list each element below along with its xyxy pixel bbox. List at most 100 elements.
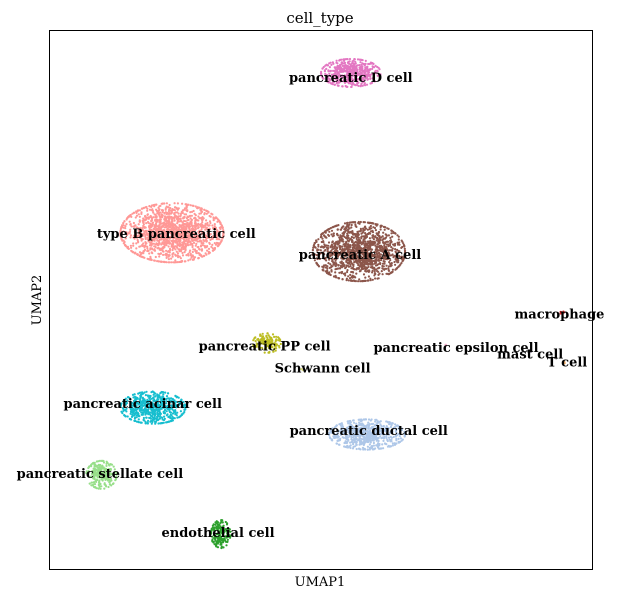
data-point [350, 238, 353, 241]
data-point [349, 265, 352, 268]
data-point [192, 248, 195, 251]
data-point [173, 246, 176, 249]
data-point [134, 419, 137, 422]
data-point [152, 237, 155, 240]
chart-title: cell_type [286, 9, 353, 27]
data-point [196, 240, 199, 243]
data-point [357, 72, 360, 76]
data-point [337, 81, 340, 84]
data-point [148, 236, 151, 239]
data-point [343, 79, 346, 82]
data-point [365, 76, 368, 79]
data-point [331, 240, 334, 243]
data-point [327, 234, 331, 237]
data-point [210, 245, 213, 248]
data-point [203, 235, 206, 238]
data-point [354, 60, 357, 63]
data-point [152, 393, 155, 396]
data-point [154, 245, 157, 249]
data-point [400, 239, 403, 242]
data-point [151, 221, 155, 224]
data-point [150, 422, 153, 425]
data-point [364, 269, 367, 273]
data-point [146, 257, 149, 260]
data-point [146, 245, 149, 248]
data-point [124, 237, 127, 240]
data-point [121, 224, 124, 227]
data-point [174, 240, 177, 243]
data-point [159, 412, 162, 415]
data-point [201, 221, 204, 224]
data-point [165, 249, 168, 252]
data-point [138, 236, 141, 239]
data-point [364, 266, 368, 269]
data-point [174, 211, 177, 214]
data-point [372, 441, 375, 445]
data-point [324, 72, 327, 76]
data-point [387, 265, 391, 268]
data-point [132, 411, 135, 415]
data-point [211, 247, 214, 250]
data-point [182, 240, 186, 243]
data-point [349, 279, 352, 282]
data-point [362, 74, 366, 77]
data-point [396, 234, 399, 237]
data-point [200, 242, 203, 245]
data-point [132, 242, 135, 245]
data-point [349, 63, 352, 66]
data-point [166, 413, 169, 416]
data-point [361, 441, 364, 444]
data-point [220, 240, 223, 243]
data-point [330, 63, 333, 66]
data-point [364, 59, 367, 63]
data-point [129, 228, 132, 231]
data-point [137, 213, 140, 216]
data-point [179, 217, 182, 220]
data-point [149, 258, 152, 261]
data-point [162, 231, 165, 234]
data-point [112, 482, 115, 485]
data-point [158, 227, 161, 230]
data-point [361, 241, 364, 244]
data-point [345, 446, 349, 449]
data-point [156, 232, 159, 235]
data-point [372, 238, 375, 241]
data-point [199, 245, 203, 248]
data-point [130, 215, 133, 218]
data-point [360, 235, 364, 238]
data-point [213, 247, 216, 250]
data-point [381, 273, 384, 276]
data-point [346, 58, 349, 61]
data-point [377, 74, 380, 77]
data-point [195, 249, 198, 253]
data-point [350, 223, 353, 227]
data-point [328, 230, 331, 233]
data-point [375, 239, 378, 242]
data-point [390, 232, 393, 235]
data-point [196, 246, 199, 249]
data-point [352, 59, 355, 62]
data-point [367, 275, 370, 278]
data-point [132, 244, 135, 247]
data-point [338, 239, 341, 243]
data-point [160, 213, 164, 216]
data-point [165, 202, 168, 205]
data-point [346, 270, 349, 274]
cluster-points [311, 220, 407, 283]
data-point [175, 231, 178, 234]
data-point [140, 237, 143, 240]
data-point [356, 84, 359, 87]
data-point [374, 447, 377, 450]
data-point [322, 251, 325, 254]
data-point [319, 249, 322, 252]
data-point [268, 335, 271, 338]
data-point [157, 422, 160, 425]
data-point [214, 228, 217, 231]
data-point [355, 267, 358, 270]
data-point [335, 442, 338, 445]
data-point [334, 264, 337, 267]
data-point [332, 62, 335, 65]
data-point [331, 82, 334, 85]
data-point [320, 232, 324, 235]
data-point [391, 444, 394, 447]
